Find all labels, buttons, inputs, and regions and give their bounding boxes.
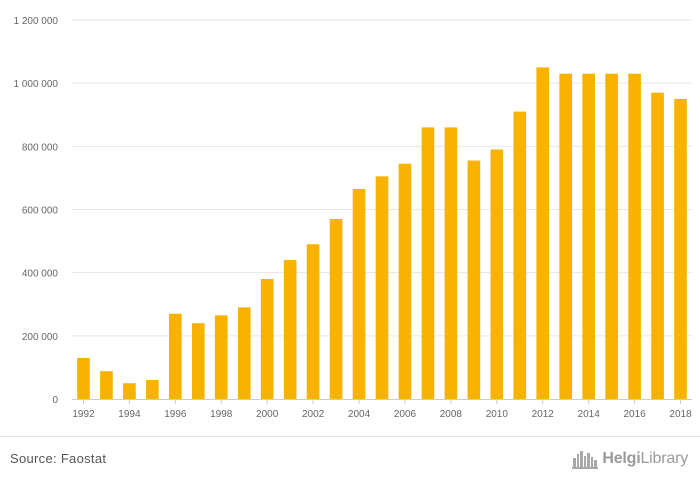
bar-1994[interactable] — [123, 383, 136, 399]
x-tick-label: 2016 — [623, 409, 646, 420]
bar-2017[interactable] — [651, 92, 664, 400]
x-tick-label: 2012 — [532, 409, 555, 420]
source-note: Source: Faostat — [10, 451, 107, 466]
x-tick-label: 2018 — [669, 409, 692, 420]
x-tick-label: 2004 — [348, 409, 371, 420]
x-tick-label: 1998 — [210, 409, 233, 420]
x-tick-label: 2014 — [578, 409, 601, 420]
bar-chart: 0 200 000 400 000 600 000 800 000 1 000 000 1 … — [14, 16, 693, 420]
bar-2015[interactable] — [605, 73, 618, 400]
bar-1996[interactable] — [169, 313, 182, 399]
bar-2002[interactable] — [306, 244, 320, 399]
y-tick-label: 0 — [52, 395, 58, 406]
bar-2001[interactable] — [283, 260, 297, 399]
bar-2014[interactable] — [582, 73, 595, 400]
chart-footer: Source: Faostat HelgiLibrary — [0, 436, 700, 484]
bar-2009[interactable] — [467, 160, 481, 399]
bar-1999[interactable] — [237, 307, 251, 399]
x-tick-label: 2002 — [302, 409, 325, 420]
bar-2008[interactable] — [444, 127, 458, 399]
bar-2003[interactable] — [329, 218, 343, 399]
x-tick-label: 1996 — [164, 409, 187, 420]
bar-2007[interactable] — [421, 127, 435, 399]
logo-text-bold: Helgi — [602, 450, 641, 467]
bar-1995[interactable] — [146, 380, 159, 399]
bar-2016[interactable] — [628, 73, 641, 400]
x-tick-label: 2010 — [486, 409, 509, 420]
y-tick-label: 1 200 000 — [14, 16, 59, 27]
bar-2005[interactable] — [375, 176, 389, 399]
y-tick-label: 800 000 — [22, 142, 59, 153]
bars — [77, 67, 687, 400]
x-tick-label: 2008 — [440, 409, 463, 420]
logo-text: HelgiLibrary — [602, 450, 688, 468]
x-tick-label: 2006 — [394, 409, 417, 420]
bar-1997[interactable] — [191, 323, 205, 399]
y-tick-label: 1 000 000 — [14, 79, 59, 90]
x-axis — [72, 399, 692, 404]
bar-2013[interactable] — [559, 73, 573, 400]
helgilibrary-logo[interactable]: HelgiLibrary — [572, 447, 688, 471]
x-tick-label: 1994 — [118, 409, 141, 420]
bar-2011[interactable] — [513, 111, 527, 399]
bar-2006[interactable] — [398, 163, 412, 399]
bar-1992[interactable] — [77, 357, 90, 399]
bar-2010[interactable] — [490, 149, 504, 399]
logo-text-rest: Library — [640, 450, 688, 467]
bar-1998[interactable] — [214, 315, 228, 399]
x-tick-label: 2000 — [256, 409, 279, 420]
x-tick-label: 1992 — [72, 409, 95, 420]
bar-1993[interactable] — [100, 371, 113, 399]
y-tick-label: 600 000 — [22, 206, 59, 217]
bar-2000[interactable] — [260, 278, 274, 399]
bar-2018[interactable] — [674, 98, 687, 399]
x-tick-labels: 1992 1994 1996 1998 2000 2002 2004 2006 2008 2010… — [72, 409, 692, 420]
city-skyline-icon — [572, 451, 599, 469]
y-tick-label: 200 000 — [22, 332, 59, 343]
y-tick-label: 400 000 — [22, 269, 59, 280]
bar-2004[interactable] — [352, 188, 366, 399]
bar-2012[interactable] — [536, 67, 550, 399]
y-tick-labels: 0 200 000 400 000 600 000 800 000 1 000 000 1 … — [14, 16, 59, 406]
